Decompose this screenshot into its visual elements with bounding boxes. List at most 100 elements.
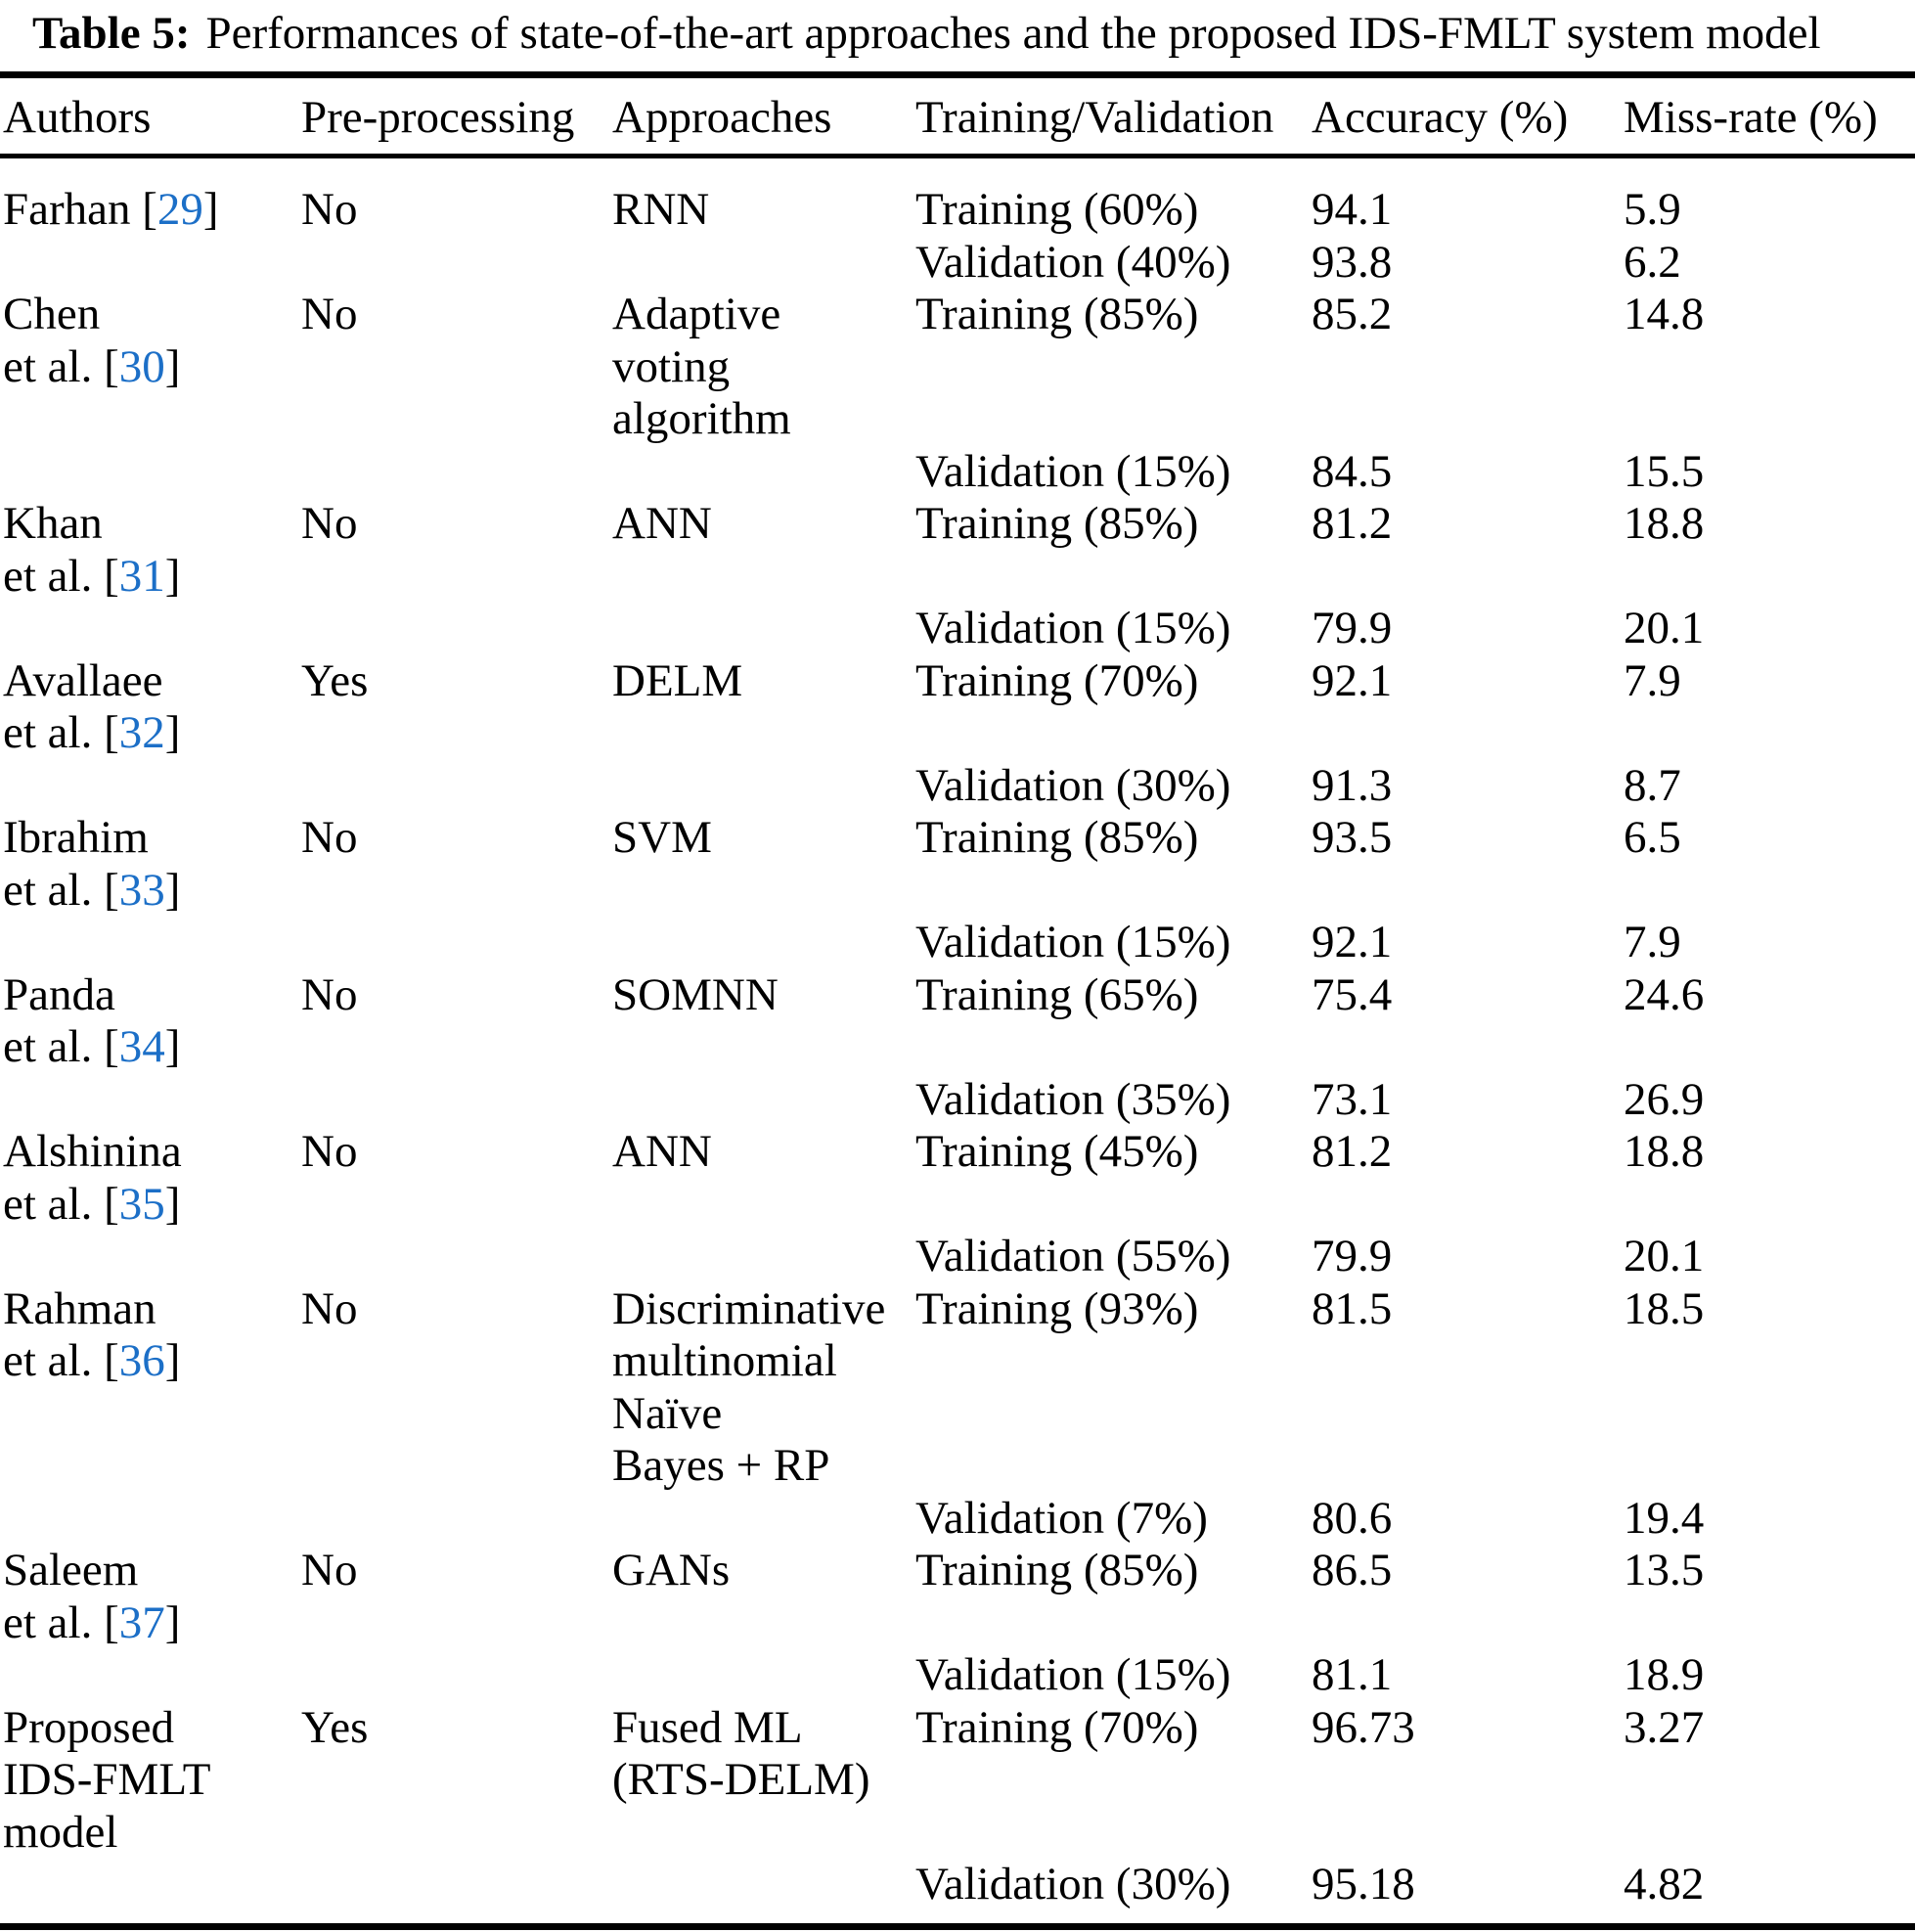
author-cell: Chen et al. [30] bbox=[0, 289, 301, 446]
approach-cell: DELM bbox=[612, 655, 915, 760]
author-text: Proposed bbox=[3, 1701, 174, 1753]
citation-link[interactable]: 36 bbox=[118, 1335, 165, 1386]
accuracy-cell: 80.6 bbox=[1312, 1492, 1393, 1544]
empty-cell bbox=[0, 1859, 301, 1926]
author-text: ] bbox=[164, 1596, 181, 1648]
preprocessing-cell: No bbox=[301, 1126, 358, 1177]
empty-cell bbox=[0, 760, 301, 813]
approach-line: RNN bbox=[612, 184, 710, 235]
citation-link[interactable]: 32 bbox=[118, 707, 165, 758]
accuracy-cell: 81.2 bbox=[1312, 498, 1393, 549]
table-row: Khan et al. [31] No ANN Training (85%) 81.2 18… bbox=[0, 498, 1915, 603]
author-line: IDS-FMLT bbox=[3, 1754, 301, 1807]
missrate-cell: 13.5 bbox=[1624, 1545, 1705, 1595]
author-text: ] bbox=[164, 550, 181, 602]
citation-link[interactable]: 30 bbox=[118, 340, 165, 392]
missrate-cell: 20.1 bbox=[1624, 603, 1705, 653]
author-text: ] bbox=[202, 184, 219, 235]
empty-cell bbox=[612, 237, 915, 290]
split-cell: Training (60%) bbox=[915, 184, 1199, 235]
missrate-cell: 20.1 bbox=[1624, 1231, 1705, 1281]
author-text: et al. [ bbox=[3, 1596, 119, 1648]
citation-link[interactable]: 35 bbox=[118, 1178, 165, 1230]
approach-cell: RNN bbox=[612, 157, 915, 237]
empty-cell bbox=[301, 1649, 612, 1702]
accuracy-cell: 85.2 bbox=[1312, 289, 1393, 339]
author-line: et al. [35] bbox=[3, 1179, 301, 1232]
missrate-cell: 26.9 bbox=[1624, 1073, 1705, 1125]
citation-link[interactable]: 31 bbox=[118, 550, 165, 602]
table-row: Validation (30%) 95.18 4.82 bbox=[0, 1859, 1915, 1926]
missrate-cell: 15.5 bbox=[1624, 445, 1705, 497]
author-text: et al. [ bbox=[3, 1178, 119, 1230]
col-header-authors: Authors bbox=[0, 71, 301, 158]
empty-cell bbox=[612, 603, 915, 655]
author-text: Panda bbox=[3, 968, 115, 1020]
split-cell: Training (85%) bbox=[915, 498, 1199, 549]
citation-link[interactable]: 33 bbox=[118, 864, 165, 916]
approach-line: GANs bbox=[612, 1545, 731, 1595]
author-line: Panda bbox=[3, 969, 301, 1022]
approach-line: algorithm bbox=[612, 393, 791, 444]
empty-cell bbox=[301, 446, 612, 499]
citation-link[interactable]: 29 bbox=[156, 184, 203, 235]
empty-cell bbox=[301, 917, 612, 969]
col-header-preprocessing: Pre-processing bbox=[301, 71, 612, 158]
accuracy-cell: 73.1 bbox=[1312, 1073, 1393, 1125]
citation-link[interactable]: 34 bbox=[118, 1021, 165, 1072]
author-line: Saleem bbox=[3, 1545, 301, 1597]
preprocessing-cell: No bbox=[301, 812, 358, 863]
missrate-cell: 8.7 bbox=[1624, 759, 1681, 811]
missrate-cell: 19.4 bbox=[1624, 1492, 1705, 1544]
author-line: Ibrahim bbox=[3, 812, 301, 865]
citation-link[interactable]: 37 bbox=[118, 1596, 165, 1648]
table-row: Ibrahim et al. [33] No SVM Training (85%) 93.… bbox=[0, 812, 1915, 917]
empty-cell bbox=[0, 917, 301, 969]
approach-line: multinomial bbox=[612, 1335, 837, 1386]
author-text: Alshinina bbox=[3, 1126, 182, 1177]
author-text: et al. [ bbox=[3, 707, 119, 758]
empty-cell bbox=[0, 237, 301, 290]
table-row: Validation (7%) 80.6 19.4 bbox=[0, 1493, 1915, 1546]
missrate-cell: 18.8 bbox=[1624, 1126, 1705, 1177]
author-line: model bbox=[3, 1807, 301, 1860]
col-header-approaches: Approaches bbox=[612, 71, 915, 158]
author-text: IDS-FMLT bbox=[3, 1754, 211, 1805]
table-row: Proposed IDS-FMLT model Yes Fused ML (RTS-DEL… bbox=[0, 1702, 1915, 1860]
preprocessing-cell: No bbox=[301, 1545, 358, 1595]
approach-line: Naïve bbox=[612, 1387, 723, 1439]
table-row: Validation (40%) 93.8 6.2 bbox=[0, 237, 1915, 290]
approach-line: DELM bbox=[612, 654, 743, 706]
approach-line: ANN bbox=[612, 498, 712, 549]
author-line: Chen bbox=[3, 289, 301, 341]
split-cell: Training (85%) bbox=[915, 1545, 1199, 1595]
split-cell: Validation (15%) bbox=[915, 917, 1231, 967]
empty-cell bbox=[612, 917, 915, 969]
missrate-cell: 4.82 bbox=[1624, 1859, 1705, 1910]
approach-cell: ANN bbox=[612, 498, 915, 603]
preprocessing-cell: No bbox=[301, 1282, 358, 1334]
author-line: et al. [31] bbox=[3, 551, 301, 604]
table-row: Validation (15%) 92.1 7.9 bbox=[0, 917, 1915, 969]
author-text: ] bbox=[164, 864, 181, 916]
author-line: Proposed bbox=[3, 1702, 301, 1755]
author-text: Farhan [ bbox=[3, 184, 157, 235]
empty-cell bbox=[301, 1859, 612, 1926]
split-cell: Training (70%) bbox=[915, 1701, 1199, 1753]
table-row: Validation (15%) 84.5 15.5 bbox=[0, 446, 1915, 499]
split-cell: Validation (30%) bbox=[915, 759, 1231, 811]
accuracy-cell: 81.2 bbox=[1312, 1126, 1393, 1177]
accuracy-cell: 96.73 bbox=[1312, 1701, 1415, 1753]
author-line: et al. [30] bbox=[3, 341, 301, 394]
results-table: Authors Pre-processing Approaches Traini… bbox=[0, 71, 1915, 1930]
author-text: ] bbox=[164, 1335, 181, 1386]
accuracy-cell: 79.9 bbox=[1312, 603, 1393, 653]
empty-cell bbox=[0, 1493, 301, 1546]
empty-cell bbox=[612, 760, 915, 813]
author-cell: Farhan [29] bbox=[0, 157, 301, 237]
author-line: et al. [36] bbox=[3, 1335, 301, 1388]
author-text: ] bbox=[164, 707, 181, 758]
table-header: Authors Pre-processing Approaches Traini… bbox=[0, 71, 1915, 158]
author-cell: Saleem et al. [37] bbox=[0, 1545, 301, 1649]
missrate-cell: 14.8 bbox=[1624, 289, 1705, 339]
